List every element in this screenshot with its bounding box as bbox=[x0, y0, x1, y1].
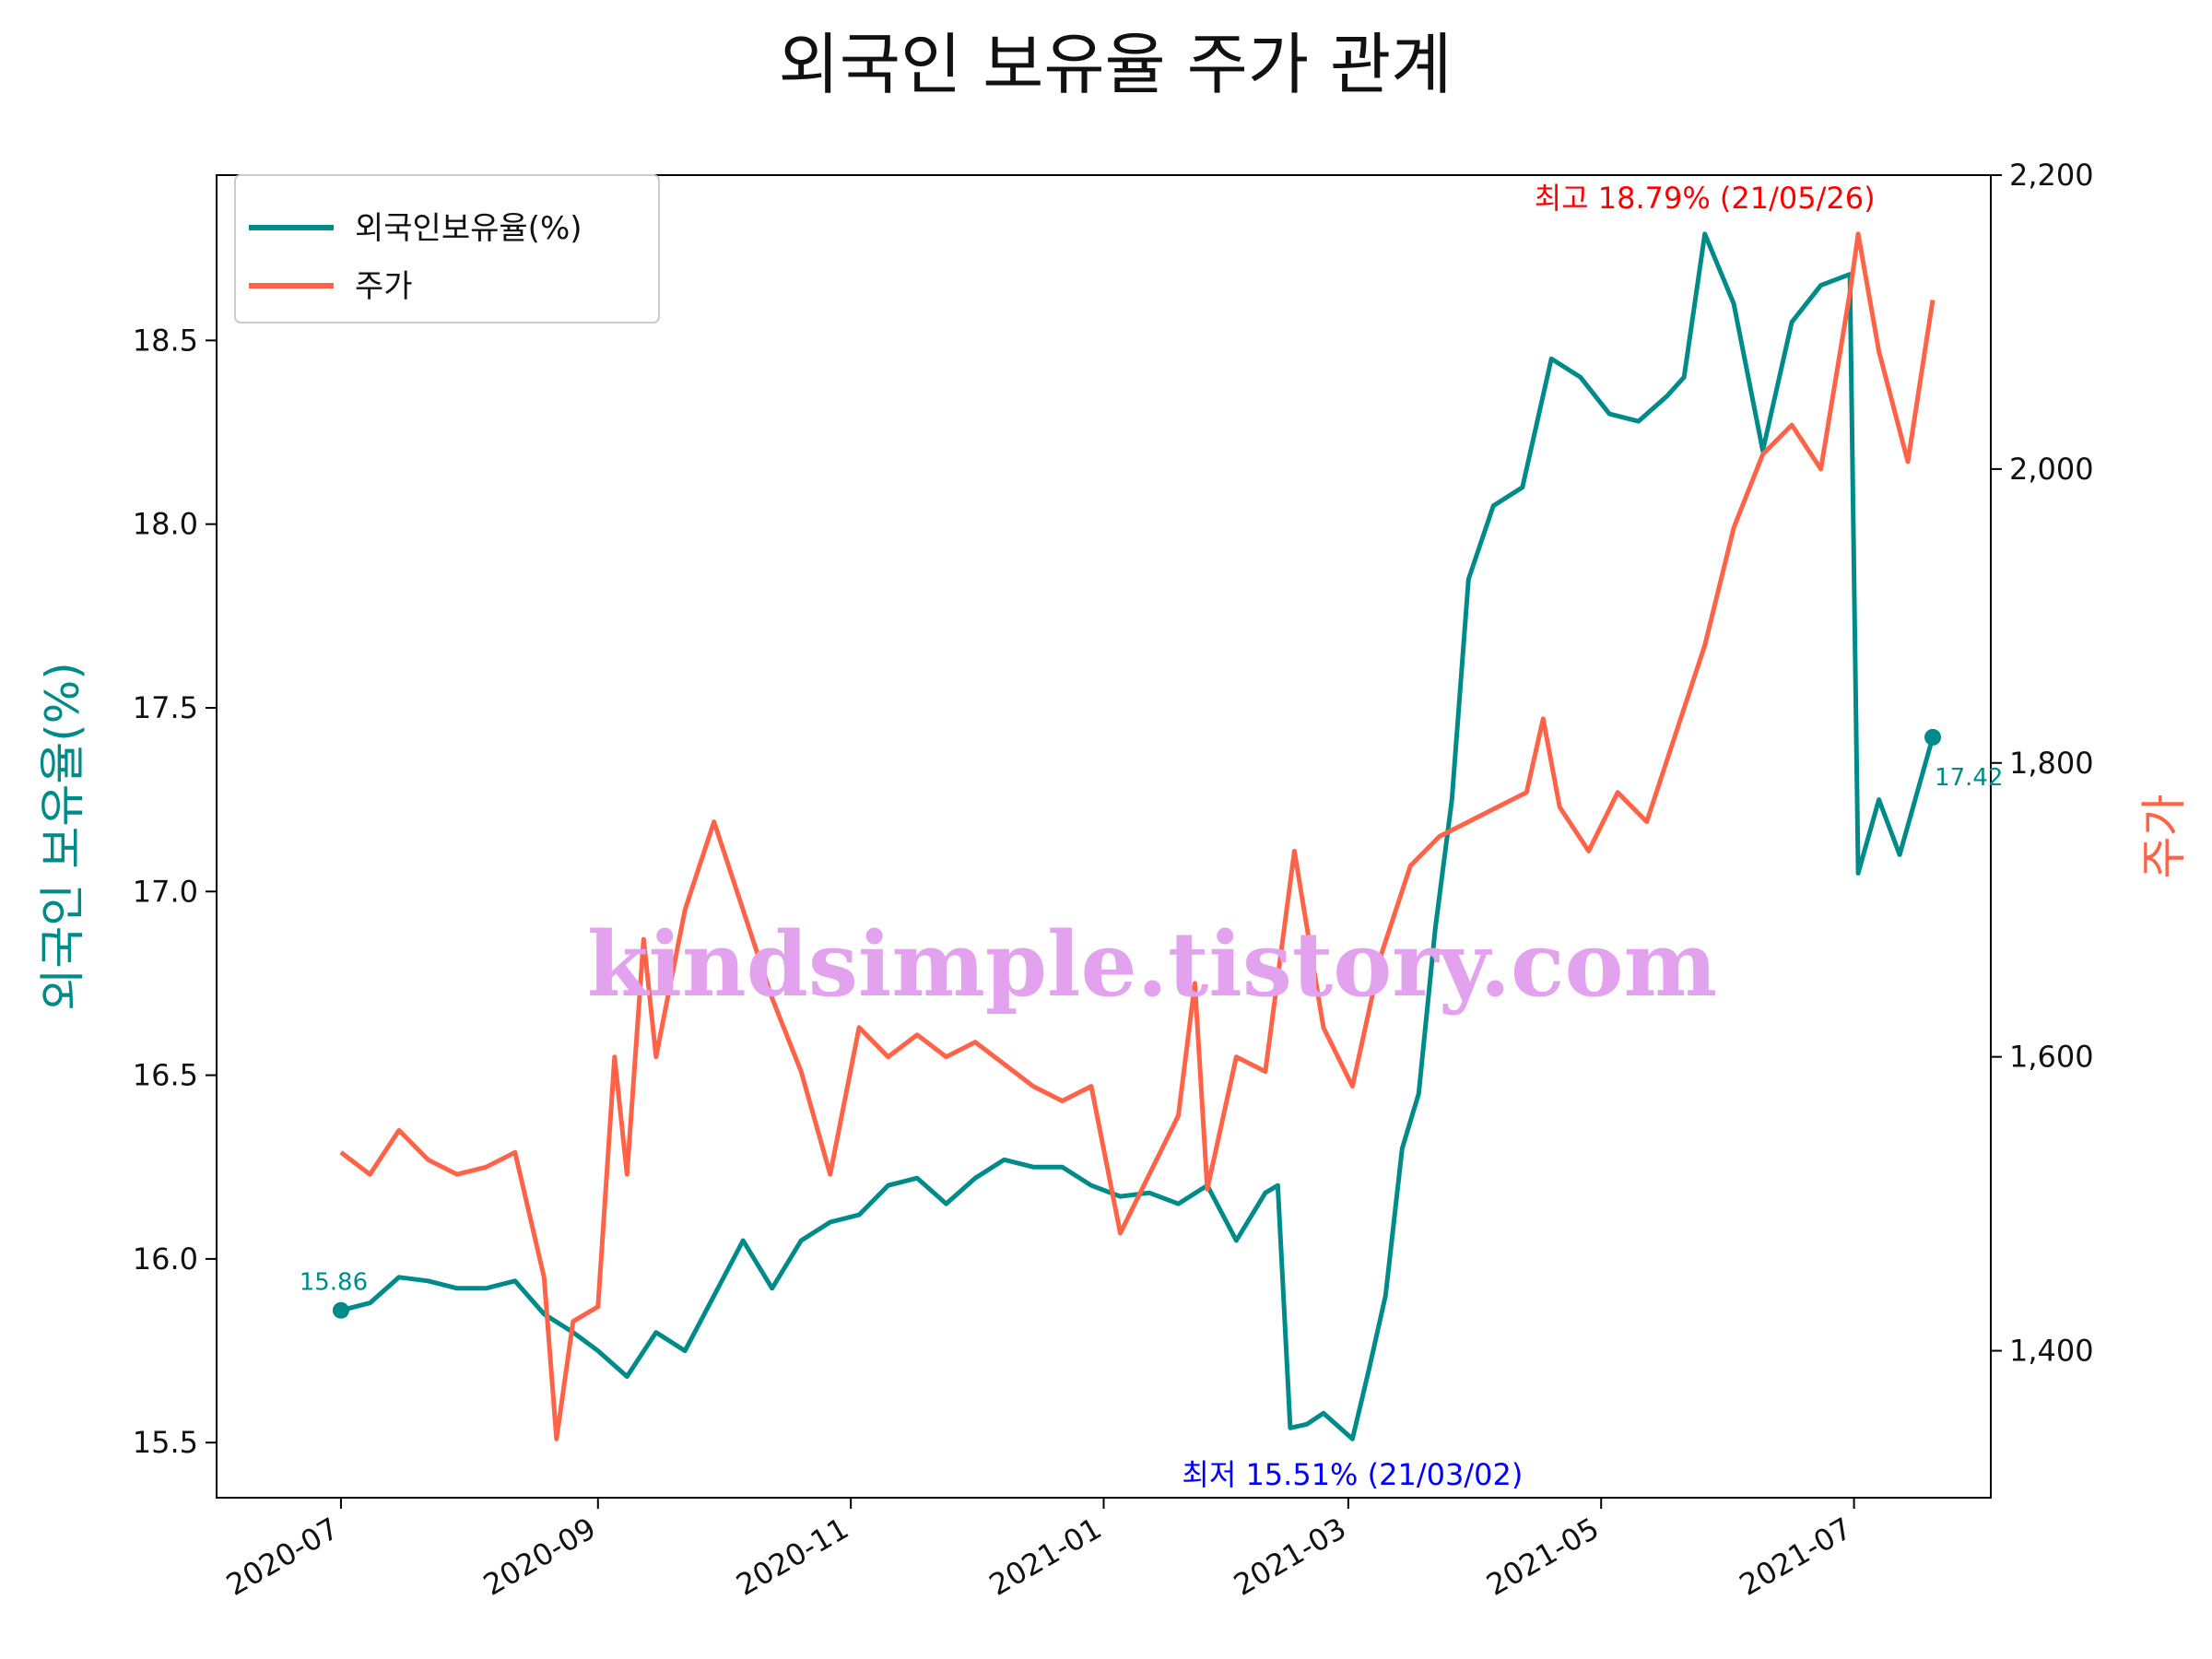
right-y-tick-label: 2,200 bbox=[2009, 158, 2094, 193]
series-layer bbox=[339, 231, 1936, 1441]
left-y-tick-label: 17.5 bbox=[133, 690, 198, 725]
x-tick-label: 2020-09 bbox=[477, 1511, 602, 1603]
x-axis-ticks: 2020-07 2020-09 2020-11 2021-01 2021-03 2021-… bbox=[220, 1498, 1858, 1603]
watermark-text: kindsimple.tistory.com bbox=[587, 912, 1717, 1017]
annotation-layer: 최고 18.79% (21/05/26) 최저 15.51% (21/03/02)… bbox=[300, 181, 2004, 1492]
plot-frame bbox=[216, 174, 1992, 1499]
end-marker bbox=[1924, 728, 1942, 746]
legend-label-foreign-ownership: 외국인보유율(%) bbox=[355, 210, 582, 247]
right-y-tick-label: 1,400 bbox=[2009, 1334, 2094, 1369]
right-y-tick-label: 1,800 bbox=[2009, 746, 2094, 781]
x-tick-label: 2020-07 bbox=[220, 1511, 345, 1603]
x-tick-label: 2021-03 bbox=[1228, 1511, 1352, 1603]
x-tick-label: 2021-05 bbox=[1480, 1511, 1605, 1603]
start-marker bbox=[332, 1301, 349, 1319]
max-annotation: 최고 18.79% (21/05/26) bbox=[1535, 181, 1876, 216]
left-y-tick-label: 17.0 bbox=[133, 874, 198, 909]
legend: 외국인보유율(%) 주가 bbox=[234, 174, 660, 324]
right-y-axis-ticks: 1,400 1,600 1,800 2,000 2,200 bbox=[1991, 158, 2094, 1369]
x-tick-label: 2020-11 bbox=[730, 1511, 854, 1603]
plot-area bbox=[216, 174, 1992, 1499]
left-y-tick-label: 18.5 bbox=[133, 323, 198, 358]
start-value-label: 15.86 bbox=[300, 1269, 368, 1297]
chart-title: 외국인 보유율 주가 관계 bbox=[778, 26, 1452, 103]
x-tick-label: 2021-01 bbox=[983, 1511, 1108, 1603]
min-annotation: 최저 15.51% (21/03/02) bbox=[1182, 1457, 1523, 1492]
legend-box bbox=[234, 174, 660, 324]
left-y-tick-label: 16.0 bbox=[133, 1241, 198, 1277]
end-value-label: 17.42 bbox=[1935, 764, 2003, 792]
right-y-tick-label: 1,600 bbox=[2009, 1040, 2094, 1075]
right-y-axis-label: 주가 bbox=[2137, 794, 2191, 879]
left-y-axis-label: 외국인 보유율(%) bbox=[36, 662, 89, 1010]
left-y-tick-label: 16.5 bbox=[133, 1058, 198, 1093]
legend-label-stock-price: 주가 bbox=[355, 268, 413, 305]
right-y-tick-label: 2,000 bbox=[2009, 452, 2094, 487]
left-y-tick-label: 15.5 bbox=[133, 1425, 198, 1460]
stock-price-line bbox=[339, 231, 1936, 1441]
left-y-axis-ticks: 15.5 16.0 16.5 17.0 17.5 18.0 18.5 bbox=[133, 323, 217, 1460]
left-y-tick-label: 18.0 bbox=[133, 507, 198, 542]
foreign-ownership-line bbox=[340, 231, 1936, 1441]
x-tick-label: 2021-07 bbox=[1734, 1511, 1858, 1603]
